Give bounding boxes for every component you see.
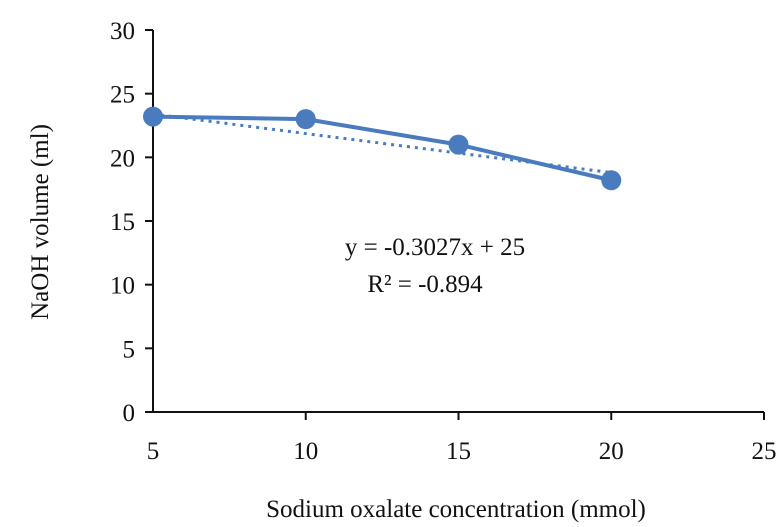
data-points [143,106,622,191]
x-tick-label: 20 [599,438,624,465]
data-point [601,170,622,191]
x-tick-label: 15 [446,438,471,465]
series-line [152,114,612,183]
trendline-r-squared: R² = -0.894 [367,271,483,298]
trendline-equation: y = -0.3027x + 25 [345,234,525,261]
y-tick-label: 5 [123,336,136,363]
data-point [143,106,163,127]
y-tick-label: 25 [110,82,135,109]
y-tick-label: 10 [110,273,135,300]
x-axis-title: Sodium oxalate concentration (mmol) [266,496,646,523]
x-tick-label: 25 [752,438,777,465]
data-point [448,134,469,155]
y-axis-ticks: 0 5 10 15 20 25 30 [110,18,153,427]
y-tick-label: 0 [123,400,136,427]
y-tick-label: 20 [110,145,135,172]
data-point [295,109,316,130]
y-axis-title: NaOH volume (ml) [27,124,54,320]
x-axis-ticks: 5 10 15 20 25 [147,412,777,465]
x-tick-label: 5 [147,438,160,465]
y-tick-label: 30 [110,18,135,45]
y-tick-label: 15 [110,209,135,236]
x-tick-label: 10 [293,438,318,465]
